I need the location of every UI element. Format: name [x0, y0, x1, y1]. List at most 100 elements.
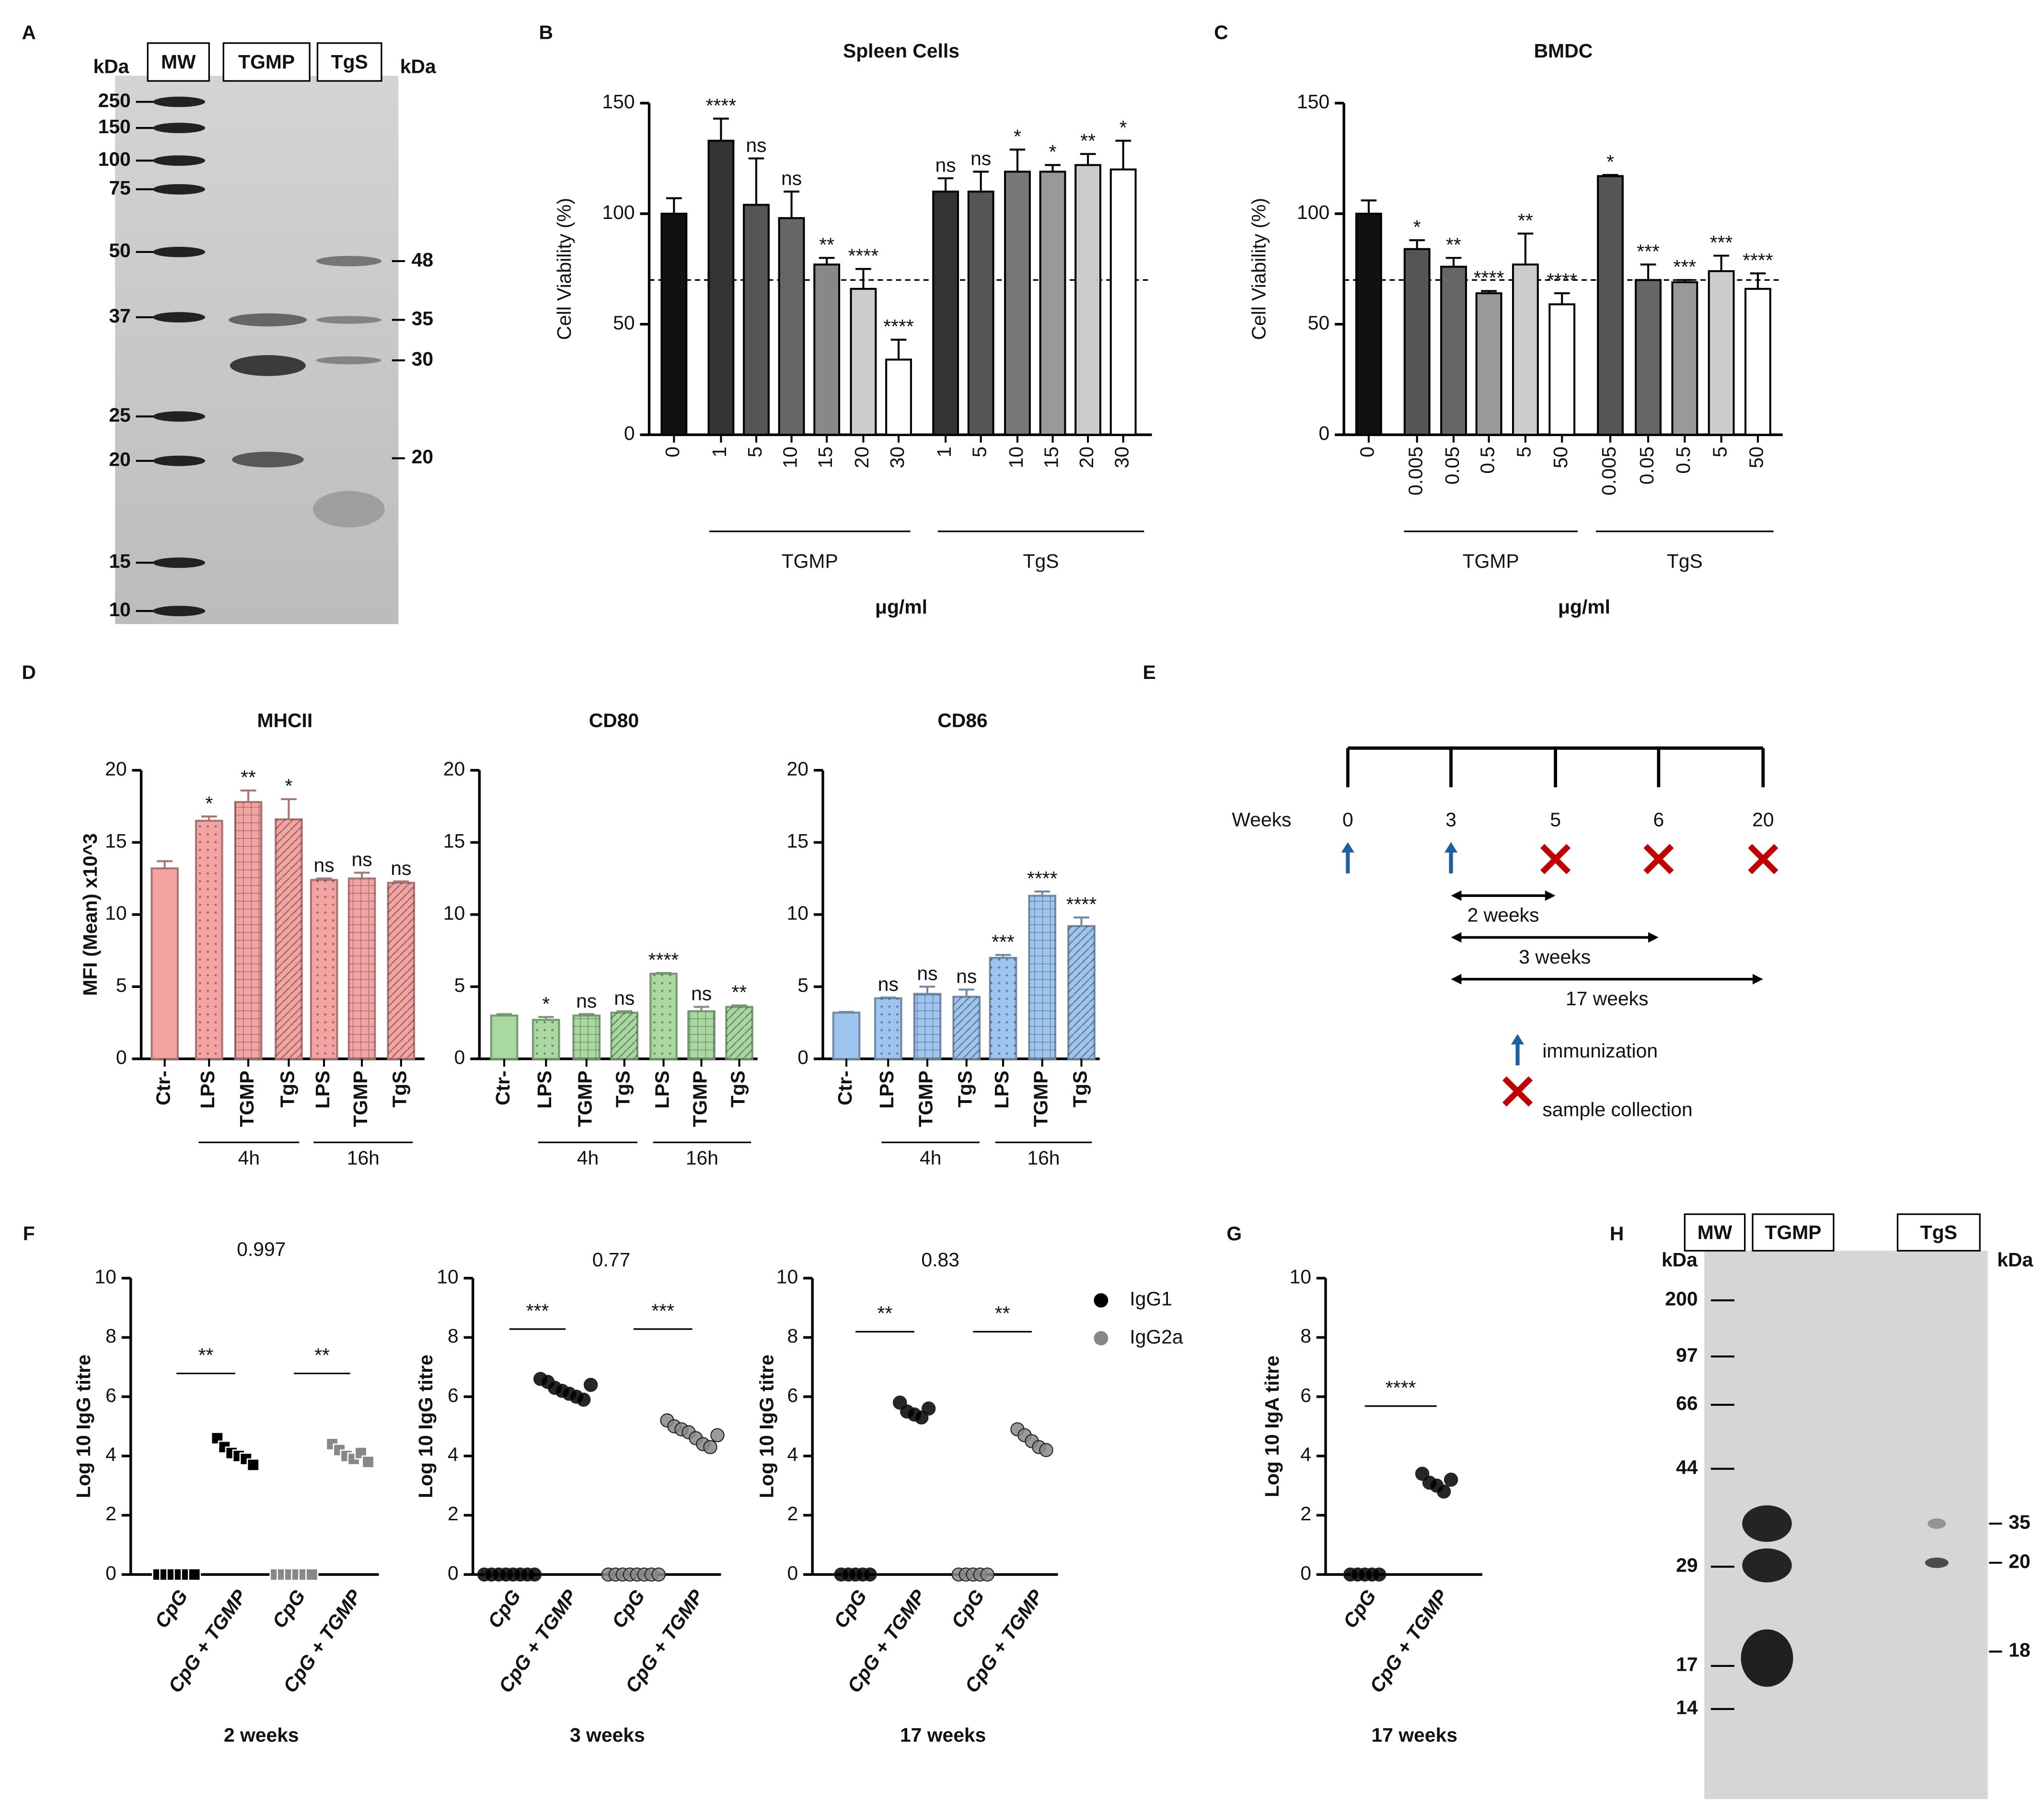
- y-tick-label: 5: [454, 974, 465, 996]
- gel-image: [115, 76, 399, 624]
- band-label: 18: [2009, 1639, 2030, 1661]
- data-point: [583, 1378, 598, 1392]
- y-tick-label: 100: [602, 201, 635, 223]
- bar: [1109, 168, 1137, 436]
- x-tick-label: 30: [886, 447, 908, 468]
- x-tick-label: Ctr-: [492, 1070, 514, 1105]
- x-tick-label: TGMP: [1030, 1070, 1052, 1127]
- y-tick-label: 15: [443, 830, 465, 852]
- lane-box: [222, 42, 311, 82]
- significance-label: *: [1120, 116, 1127, 138]
- marker-band: [153, 557, 206, 568]
- marker-label: 17: [1676, 1654, 1698, 1676]
- group-label: 16h: [686, 1147, 718, 1169]
- significance-label: ***: [526, 1299, 549, 1321]
- bar: [850, 287, 877, 436]
- immunization-marker: [1444, 842, 1458, 873]
- bar-pattern: [388, 883, 415, 1059]
- collection-marker: [1540, 844, 1571, 874]
- significance-label: **: [995, 1302, 1010, 1324]
- bar-pattern: [726, 1007, 752, 1059]
- bar-pattern: [914, 994, 941, 1059]
- marker-label: 250: [98, 89, 131, 111]
- data-point: [188, 1568, 201, 1581]
- x-axis-label: μg/ml: [1558, 596, 1610, 618]
- bar: [832, 1011, 861, 1060]
- data-point: [576, 1392, 591, 1407]
- data-point: [921, 1401, 936, 1416]
- x-tick-label: Ctr-: [834, 1070, 856, 1105]
- lane-label: TGMP: [1765, 1221, 1822, 1243]
- bar-pattern: [1068, 926, 1095, 1059]
- timeline-tick-label: 20: [1752, 809, 1774, 831]
- gel-band: [312, 491, 385, 528]
- arrow-head: [1451, 974, 1462, 985]
- arrow-head: [1545, 890, 1556, 901]
- significance-label: ****: [706, 94, 737, 116]
- y-axis-label: Log 10 IgG titre: [755, 1355, 777, 1498]
- y-tick-label: 0: [454, 1046, 465, 1068]
- y-tick-label: 0: [624, 422, 635, 444]
- significance-label: ****: [1027, 867, 1058, 889]
- arrow-head: [1444, 842, 1458, 853]
- marker-band: [153, 123, 206, 133]
- gel-band: [230, 355, 306, 376]
- marker-label: 66: [1676, 1392, 1698, 1414]
- x-axis-label: 3 weeks: [570, 1724, 645, 1746]
- data-point: [980, 1567, 995, 1582]
- group-label: 16h: [347, 1147, 380, 1169]
- y-tick-label: 10: [94, 1265, 116, 1287]
- x-tick-label: TGMP: [689, 1070, 711, 1127]
- significance-label: ***: [1637, 240, 1660, 262]
- gel-band: [1928, 1518, 1946, 1529]
- timeline-tick-label: 0: [1342, 809, 1353, 831]
- bar: [813, 264, 841, 436]
- y-tick-label: 0: [1300, 1562, 1311, 1584]
- x-tick-label: 15: [1040, 447, 1062, 468]
- significance-label: ns: [781, 167, 802, 189]
- significance-label: ns: [352, 849, 372, 871]
- x-tick-label: 5: [968, 447, 990, 458]
- x-tick-label: TgS: [954, 1070, 976, 1107]
- significance-label: ns: [970, 148, 991, 170]
- y-tick-label: 8: [448, 1325, 459, 1347]
- x-axis-label: 17 weeks: [900, 1724, 986, 1746]
- significance-label: *: [1014, 125, 1021, 147]
- significance-label: ns: [917, 963, 937, 985]
- x-tick-label: TgS: [389, 1070, 411, 1107]
- bar-pattern: [533, 1020, 559, 1059]
- data-point: [305, 1568, 319, 1581]
- y-tick-label: 15: [787, 830, 808, 852]
- lane-box: [147, 42, 210, 82]
- x-tick-label: 5: [1513, 447, 1535, 458]
- significance-label: ***: [1674, 256, 1697, 278]
- marker-label: 15: [109, 550, 130, 572]
- significance-label: ****: [1743, 249, 1773, 271]
- timeline-tick-label: 6: [1653, 809, 1664, 831]
- gel-band: [1741, 1629, 1793, 1687]
- x-axis-label: μg/ml: [875, 596, 927, 618]
- y-tick-label: 4: [448, 1444, 459, 1466]
- arrow-head: [1341, 842, 1354, 853]
- y-tick-label: 0: [448, 1562, 459, 1584]
- significance-label: **: [819, 234, 834, 256]
- x-tick-label: CpG: [268, 1585, 310, 1632]
- y-tick-label: 6: [787, 1384, 798, 1406]
- marker-band: [153, 155, 206, 166]
- y-tick-label: 8: [105, 1325, 116, 1347]
- x-tick-label: 5: [1709, 447, 1731, 458]
- group-label: 4h: [238, 1147, 260, 1169]
- significance-label: *: [1049, 141, 1057, 163]
- data-point: [1372, 1567, 1386, 1582]
- x-tick-label: 0.05: [1636, 447, 1658, 485]
- bar: [1548, 303, 1576, 436]
- lane-label: MW: [1698, 1221, 1732, 1243]
- arrow-head: [1753, 974, 1763, 985]
- significance-label: ns: [956, 965, 977, 988]
- y-tick-label: 10: [776, 1265, 798, 1287]
- cross-stroke: [1643, 844, 1674, 874]
- lane-label: TGMP: [238, 51, 295, 73]
- lane-label: MW: [161, 51, 196, 73]
- panel-letter: E: [1143, 661, 1156, 683]
- significance-label: ****: [1386, 1377, 1416, 1399]
